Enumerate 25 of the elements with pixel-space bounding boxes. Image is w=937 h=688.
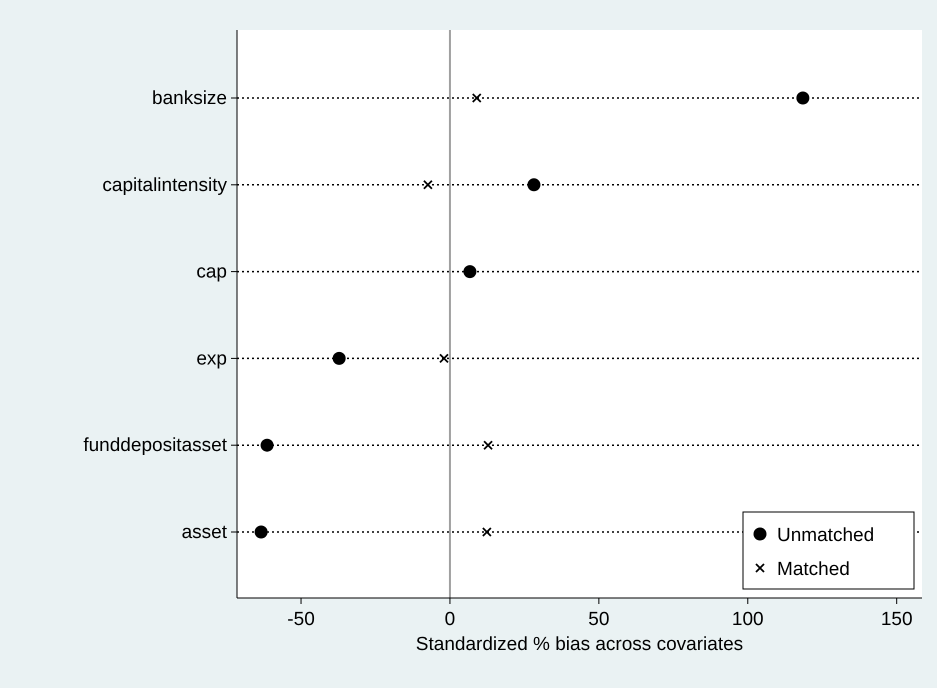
x-tick-label: 100 (732, 609, 764, 630)
point (332, 352, 346, 365)
point (796, 92, 810, 104)
x-tick-label: -50 (287, 609, 315, 630)
point (423, 180, 433, 190)
x-axis-title: Standardized % bias across covariates (416, 634, 744, 655)
point (463, 265, 476, 278)
legend-label: Matched (777, 559, 850, 580)
y-tick-label: asset (182, 522, 228, 543)
y-tick-label: banksize (152, 88, 227, 109)
x-tick-label: 50 (588, 609, 610, 630)
y-tick-label: capitalintensity (102, 174, 228, 196)
point (260, 438, 274, 452)
y-tick-label: funddepositasset (83, 435, 228, 456)
y-tick-label: exp (196, 348, 227, 370)
x-tick-label: 0 (444, 609, 456, 630)
point (254, 526, 268, 538)
point (482, 527, 492, 537)
legend-label: Unmatched (777, 525, 874, 546)
point (472, 93, 482, 103)
point (527, 178, 540, 192)
y-tick-label: cap (196, 262, 227, 283)
point (439, 354, 449, 364)
x-tick-label: 150 (880, 609, 913, 630)
point (483, 440, 493, 450)
